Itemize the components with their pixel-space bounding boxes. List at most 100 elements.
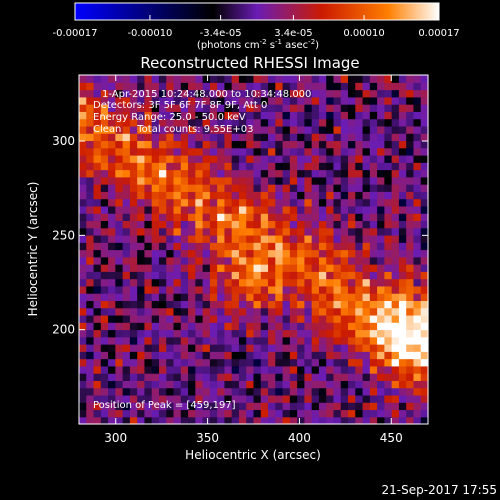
heatmap-cell [282, 285, 291, 294]
heatmap-cell [122, 234, 131, 243]
heatmap-cell [282, 96, 291, 105]
heatmap-cell [253, 191, 262, 200]
heatmap-cell [311, 220, 320, 229]
heatmap-cell [86, 234, 95, 243]
heatmap-cell [188, 75, 196, 83]
heatmap-cell [282, 409, 291, 418]
heatmap-cell [304, 256, 313, 265]
heatmap-cell [282, 75, 291, 83]
heatmap-cell [224, 358, 233, 367]
heatmap-cell [209, 336, 218, 345]
heatmap-cell [137, 322, 146, 331]
heatmap-cell [311, 256, 320, 265]
heatmap-cell [297, 373, 305, 381]
heatmap-cell [209, 380, 218, 389]
heatmap-cell [209, 125, 218, 134]
heatmap-cell [413, 365, 422, 374]
heatmap-cell [355, 133, 364, 142]
heatmap-cell [377, 220, 385, 229]
heatmap-cell [137, 191, 146, 200]
heatmap-cell [362, 416, 371, 425]
heatmap-cell [195, 220, 204, 229]
heatmap-cell [108, 307, 116, 316]
heatmap-cell [209, 314, 218, 323]
heatmap-cell [304, 118, 313, 127]
heatmap-cell [93, 147, 102, 156]
heatmap-cell [108, 147, 116, 156]
heatmap-cell [318, 82, 327, 91]
heatmap-cell [253, 416, 262, 425]
heatmap-cell [246, 271, 255, 280]
heatmap-cell [166, 234, 175, 243]
heatmap-cell [311, 365, 320, 374]
heatmap-cell [224, 336, 233, 345]
heatmap-cell [209, 242, 218, 251]
heatmap-cell [362, 394, 371, 403]
heatmap-cell [188, 373, 196, 381]
heatmap-cell [108, 300, 116, 309]
heatmap-cell [158, 234, 167, 243]
heatmap-cell [144, 147, 153, 156]
heatmap-cell [129, 249, 138, 258]
heatmap-cell [122, 89, 131, 98]
heatmap-cell [209, 118, 218, 127]
heatmap-cell [166, 75, 175, 83]
heatmap-cell [217, 409, 226, 418]
heatmap-cell [209, 271, 218, 280]
heatmap-cell [238, 198, 247, 207]
chart-title: Reconstructed RHESSI Image [140, 54, 359, 72]
heatmap-cell [413, 169, 422, 178]
heatmap-cell [93, 271, 102, 280]
heatmap-cell [420, 111, 429, 120]
heatmap-cell [340, 249, 349, 258]
heatmap-cell [348, 293, 356, 301]
heatmap-cell [348, 242, 356, 251]
heatmap-cell [348, 387, 356, 396]
heatmap-cell [420, 198, 429, 207]
heatmap-cell [166, 242, 175, 251]
heatmap-cell [86, 256, 95, 265]
heatmap-cell [115, 416, 124, 425]
heatmap-cell [340, 285, 349, 294]
heatmap-cell [202, 184, 211, 192]
heatmap-cell [166, 104, 175, 112]
heatmap-cell [362, 118, 371, 127]
heatmap-cell [369, 213, 378, 222]
heatmap-cell [260, 82, 269, 91]
heatmap-cell [355, 314, 364, 323]
heatmap-cell [369, 300, 378, 309]
heatmap-cell [166, 373, 175, 381]
heatmap-cell [362, 191, 371, 200]
heatmap-cell [166, 365, 175, 374]
heatmap-cell [180, 234, 189, 243]
heatmap-cell [188, 358, 196, 367]
heatmap-cell [86, 358, 95, 367]
heatmap-cell [420, 293, 429, 301]
heatmap-cell [326, 147, 335, 156]
heatmap-cell [289, 409, 298, 418]
heatmap-cell [195, 118, 204, 127]
heatmap-cell [129, 133, 138, 142]
heatmap-cell [318, 176, 327, 185]
heatmap-cell [384, 322, 393, 331]
heatmap-cell [253, 249, 262, 258]
heatmap-cell [93, 89, 102, 98]
heatmap-cell [413, 344, 422, 352]
heatmap-cell [311, 169, 320, 178]
heatmap-cell [224, 409, 233, 418]
y-tick-label: 200 [52, 323, 75, 337]
heatmap-cell [326, 278, 335, 287]
heatmap-cell [217, 344, 226, 352]
heatmap-cell [188, 365, 196, 374]
heatmap-cell [260, 256, 269, 265]
heatmap-cell [224, 220, 233, 229]
heatmap-cell [231, 242, 240, 251]
heatmap-cell [275, 133, 284, 142]
heatmap-cell [224, 329, 233, 338]
heatmap-cell [362, 234, 371, 243]
heatmap-cell [377, 154, 385, 163]
heatmap-cell [158, 285, 167, 294]
heatmap-cell [173, 198, 182, 207]
heatmap-cell [246, 140, 255, 149]
heatmap-cell [406, 234, 415, 243]
